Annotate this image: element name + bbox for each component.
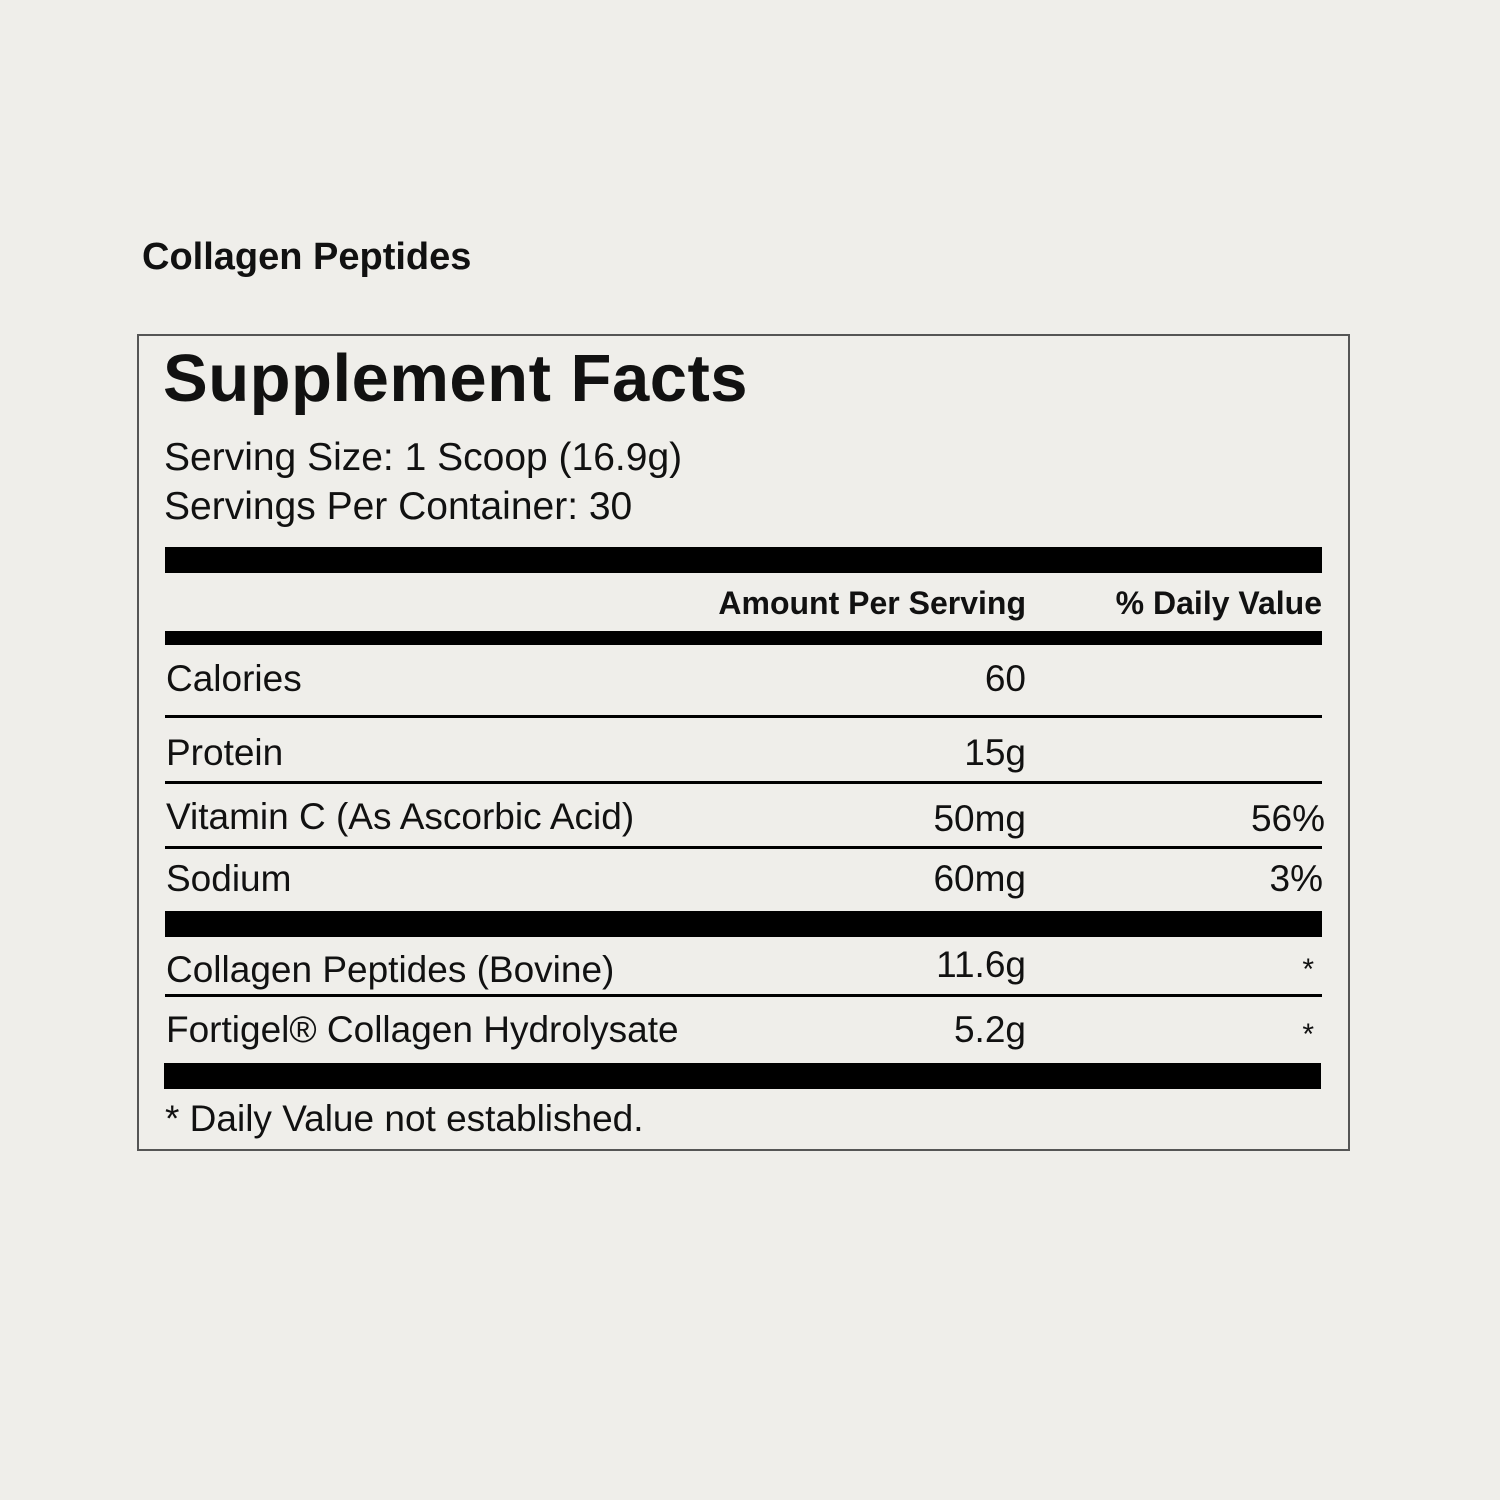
divider-thick (164, 1063, 1321, 1089)
ingredient-daily-value: * (1302, 953, 1314, 986)
serving-size: Serving Size: 1 Scoop (16.9g) (164, 436, 683, 479)
header-amount: Amount Per Serving (718, 585, 1026, 621)
header-daily-value: % Daily Value (1115, 585, 1322, 621)
nutrient-name: Vitamin C (As Ascorbic Acid) (166, 796, 635, 837)
divider-medium (165, 631, 1322, 645)
nutrient-daily-value: 3% (1269, 858, 1323, 899)
nutrient-amount: 50mg (933, 798, 1026, 839)
footnote: * Daily Value not established. (165, 1098, 644, 1139)
ingredient-name: Fortigel® Collagen Hydrolysate (166, 1009, 679, 1050)
divider-thin (165, 781, 1322, 784)
panel-title: Supplement Facts (163, 341, 749, 416)
nutrient-daily-value: 56% (1250, 798, 1325, 839)
nutrient-name: Protein (166, 732, 284, 773)
ingredient-daily-value: * (1302, 1018, 1314, 1051)
servings-per-container: Servings Per Container: 30 (164, 485, 633, 528)
divider-thick (165, 547, 1322, 573)
divider-thick (165, 911, 1322, 937)
nutrient-amount: 15g (964, 732, 1026, 773)
divider-thin (165, 846, 1322, 849)
ingredient-amount: 11.6g (936, 944, 1026, 985)
nutrient-amount: 60 (984, 658, 1026, 699)
nutrient-name: Calories (166, 658, 302, 699)
ingredient-name: Collagen Peptides (Bovine) (166, 949, 615, 990)
product-name: Collagen Peptides (142, 236, 472, 278)
supplement-facts-panel (137, 334, 1350, 1151)
nutrient-amount: 60mg (933, 858, 1026, 899)
divider-thin (165, 994, 1322, 997)
divider-thin (165, 715, 1322, 718)
ingredient-amount: 5.2g (953, 1009, 1026, 1050)
nutrient-name: Sodium (166, 858, 292, 899)
